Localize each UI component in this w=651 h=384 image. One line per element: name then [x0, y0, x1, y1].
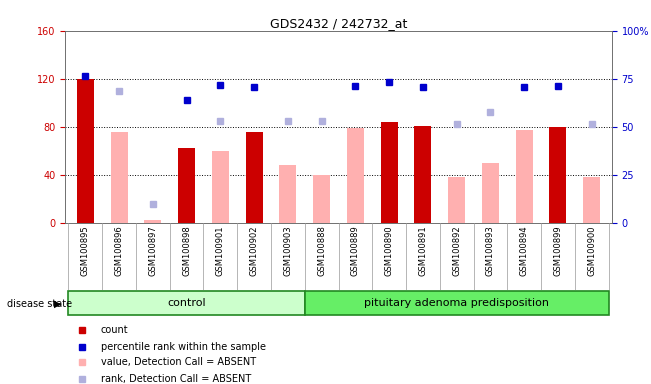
- Bar: [549, 127, 566, 223]
- Bar: [449, 177, 465, 223]
- Bar: [347, 128, 364, 223]
- Text: count: count: [101, 326, 128, 336]
- Text: disease state: disease state: [7, 299, 72, 309]
- Text: GSM100891: GSM100891: [419, 225, 428, 276]
- Text: GSM100897: GSM100897: [148, 225, 158, 276]
- Bar: [482, 163, 499, 223]
- Bar: [111, 131, 128, 223]
- Text: GSM100899: GSM100899: [553, 225, 562, 276]
- Title: GDS2432 / 242732_at: GDS2432 / 242732_at: [270, 17, 408, 30]
- Text: pituitary adenoma predisposition: pituitary adenoma predisposition: [364, 298, 549, 308]
- Bar: [245, 131, 262, 223]
- Bar: [415, 126, 432, 223]
- Bar: [212, 151, 229, 223]
- Text: GSM100889: GSM100889: [351, 225, 360, 276]
- Bar: [279, 165, 296, 223]
- Text: rank, Detection Call = ABSENT: rank, Detection Call = ABSENT: [101, 374, 251, 384]
- Text: GSM100893: GSM100893: [486, 225, 495, 276]
- Bar: [77, 79, 94, 223]
- Text: percentile rank within the sample: percentile rank within the sample: [101, 342, 266, 352]
- Bar: [313, 175, 330, 223]
- Text: GSM100901: GSM100901: [216, 225, 225, 276]
- Text: GSM100892: GSM100892: [452, 225, 461, 276]
- Text: GSM100903: GSM100903: [283, 225, 292, 276]
- Bar: [68, 291, 305, 316]
- Text: GSM100888: GSM100888: [317, 225, 326, 276]
- Text: GSM100898: GSM100898: [182, 225, 191, 276]
- Text: GSM100902: GSM100902: [249, 225, 258, 276]
- Bar: [305, 291, 609, 316]
- Text: GSM100896: GSM100896: [115, 225, 124, 276]
- Bar: [516, 130, 533, 223]
- Text: GSM100890: GSM100890: [385, 225, 394, 276]
- Text: value, Detection Call = ABSENT: value, Detection Call = ABSENT: [101, 358, 256, 367]
- Bar: [145, 220, 161, 223]
- Bar: [583, 177, 600, 223]
- Text: GSM100900: GSM100900: [587, 225, 596, 276]
- Text: control: control: [167, 298, 206, 308]
- Text: GSM100894: GSM100894: [519, 225, 529, 276]
- Bar: [178, 148, 195, 223]
- Bar: [381, 122, 398, 223]
- Text: GSM100895: GSM100895: [81, 225, 90, 276]
- Text: ▶: ▶: [54, 299, 62, 309]
